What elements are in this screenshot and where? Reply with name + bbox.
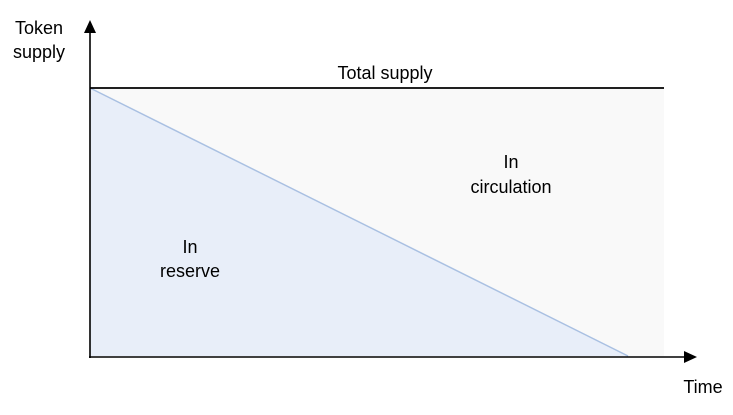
reserve-label-line1: In	[182, 237, 197, 257]
x-axis-arrow-icon	[684, 351, 697, 363]
circulation-label-line1: In	[503, 152, 518, 172]
circulation-region	[90, 88, 664, 356]
y-axis-label-line2: supply	[13, 42, 65, 62]
reserve-boundary-line	[89, 87, 629, 357]
x-axis-label: Time	[683, 377, 722, 397]
y-axis-arrow-icon	[84, 20, 96, 33]
reserve-label-line2: reserve	[160, 261, 220, 281]
circulation-label-line2: circulation	[470, 177, 551, 197]
y-axis-label-line1: Token	[15, 18, 63, 38]
total-supply-label: Total supply	[337, 63, 432, 83]
